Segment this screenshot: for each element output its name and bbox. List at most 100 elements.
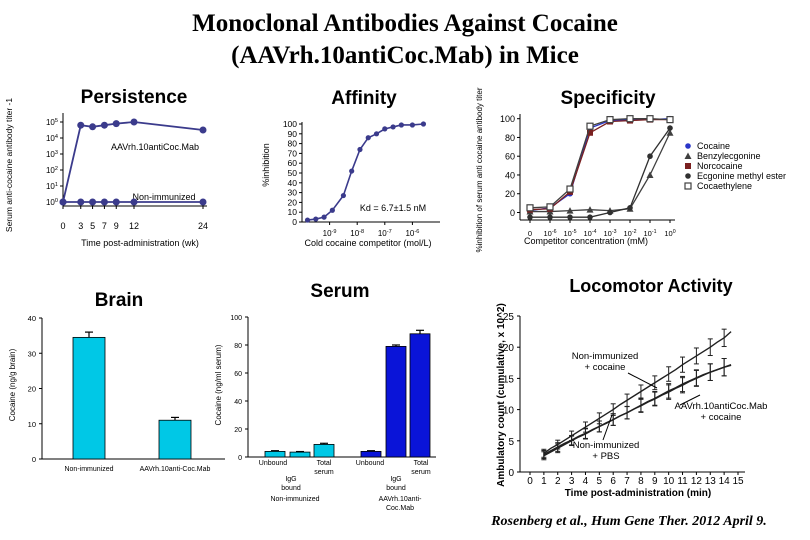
specificity-y-tick-label: 0 <box>510 208 515 218</box>
serum-bar-label: IgG bound <box>281 476 301 492</box>
specificity-point <box>647 153 653 160</box>
specificity-series-line <box>530 132 671 213</box>
specificity-x-tick-label: 10-3 <box>603 229 616 238</box>
affinity-point <box>304 217 311 223</box>
specificity-series-line <box>529 118 670 211</box>
persistence-point <box>100 121 108 129</box>
serum-y-tick-label: 20 <box>234 427 242 434</box>
locomotor-y-tick-label: 5 <box>508 437 514 448</box>
specificity-legend-marker <box>684 152 692 159</box>
specificity-series-line <box>529 118 671 212</box>
specificity-point <box>586 122 594 130</box>
affinity-y-tick-label: 60 <box>288 158 298 168</box>
persistence-title: Persistence <box>81 87 188 108</box>
specificity-point <box>646 171 654 178</box>
persistence-point <box>130 118 138 126</box>
locomotor-x-tick-label: 8 <box>638 476 644 487</box>
serum-bar-label: Unbound <box>356 460 385 467</box>
specificity-legend-entry: Cocaine <box>697 141 730 151</box>
persistence-point <box>130 198 138 206</box>
persistence-point <box>112 120 120 128</box>
locomotor-x-tick-label: 6 <box>610 476 616 487</box>
specificity-y-tick-label: 40 <box>505 170 515 180</box>
specificity-chart: %inhibition of serum anti cocaine antibo… <box>475 87 786 252</box>
brain-y-tick-label: 0 <box>32 455 36 464</box>
locomotor-y-tick-label: 25 <box>503 312 515 323</box>
serum-bar-label: IgG bound <box>386 476 406 492</box>
affinity-y-tick-label: 20 <box>288 197 298 207</box>
persistence-xlabel: Time post-administration (wk) <box>81 238 199 248</box>
specificity-ylabel: %inhibition of serum anti cocaine antibo… <box>475 87 484 252</box>
persistence-y-tick-label: 101 <box>46 182 58 191</box>
specificity-y-tick-label: 100 <box>500 114 515 124</box>
persistence-y-tick-label: 103 <box>46 150 58 159</box>
specificity-y-tick-label: 60 <box>505 152 515 162</box>
serum-bar <box>385 345 407 458</box>
affinity-x-tick-label: 10-9 <box>323 229 337 238</box>
specificity-point <box>526 204 534 212</box>
serum-y-tick-label: 80 <box>234 343 242 350</box>
locomotor-annotation-nonimmunized-pbs: Non-immunized + PBS <box>573 440 640 462</box>
locomotor-series-line <box>543 364 732 457</box>
locomotor-x-tick-label: 4 <box>583 476 589 487</box>
locomotor-series-line <box>543 331 732 454</box>
serum-bar-label: Total serum <box>314 460 334 476</box>
affinity-ylabel: %inhibition <box>261 143 271 187</box>
brain-y-tick-label: 10 <box>28 420 36 429</box>
slide-title-line2: (AAVrh.10antiCoc.Mab) in Mice <box>231 42 579 69</box>
specificity-point <box>546 203 554 211</box>
persistence-series-label-antibody: AAVrh.10antiCoc.Mab <box>111 142 199 152</box>
brain-category-label: Non-immunized <box>64 466 113 473</box>
serum-bar <box>289 451 311 458</box>
serum-ylabel: Cocaine (ng/ml serum) <box>214 344 223 425</box>
locomotor-x-tick-label: 1 <box>541 476 547 487</box>
affinity-kd-annotation: Kd = 6.7±1.5 nM <box>360 203 426 213</box>
specificity-series-line <box>529 118 671 209</box>
brain-bar <box>72 336 106 460</box>
specificity-legend-marker <box>685 143 691 149</box>
persistence-point <box>112 198 120 206</box>
serum-bar <box>313 443 335 458</box>
citation: Rosenberg et al., Hum Gene Ther. 2012 Ap… <box>490 514 767 529</box>
specificity-x-tick-label: 10-6 <box>543 229 556 238</box>
specificity-point <box>587 214 593 220</box>
affinity-point <box>420 121 427 127</box>
specificity-point <box>566 185 574 193</box>
serum-bar-label: Total serum <box>411 460 431 476</box>
serum-group-label-nonimmunized: Non-immunized <box>270 496 319 503</box>
specificity-point <box>567 214 573 220</box>
affinity-x-tick-label: 10-6 <box>405 229 419 238</box>
specificity-x-tick-label: 10-1 <box>643 229 656 238</box>
locomotor-x-tick-label: 9 <box>652 476 658 487</box>
affinity-xlabel: Cold cocaine competitor (mol/L) <box>304 238 431 248</box>
locomotor-title: Locomotor Activity <box>569 276 732 296</box>
specificity-y-tick-label: 20 <box>505 189 515 199</box>
locomotor-y-tick-label: 10 <box>503 406 515 417</box>
specificity-point <box>547 214 553 220</box>
specificity-title: Specificity <box>560 88 655 109</box>
brain-y-tick-label: 30 <box>28 349 36 358</box>
specificity-x-tick-label: 10-5 <box>563 229 576 238</box>
locomotor-y-tick-label: 0 <box>508 468 514 479</box>
persistence-point <box>100 198 108 206</box>
slide-title-line1: Monoclonal Antibodies Against Cocaine <box>192 10 618 37</box>
specificity-point <box>586 206 594 213</box>
persistence-x-tick-label: 5 <box>90 221 95 231</box>
specificity-legend-marker <box>685 163 691 169</box>
specificity-legend-entry: Cocaethylene <box>697 181 752 191</box>
specificity-x-tick-label: 10-2 <box>623 229 636 238</box>
persistence-y-tick-label: 100 <box>46 198 58 207</box>
specificity-x-tick-label: 0 <box>528 229 532 238</box>
persistence-point <box>199 126 207 134</box>
brain-y-tick-label: 40 <box>28 314 36 323</box>
specificity-point <box>626 115 634 123</box>
locomotor-annotation-antibody-cocaine: AAVrh.10antiCoc.Mab + cocaine <box>675 401 768 423</box>
persistence-point <box>89 123 97 131</box>
brain-ylabel: Cocaine (ng/g brain) <box>8 348 17 421</box>
specificity-point <box>667 125 673 131</box>
affinity-x-tick-label: 10-8 <box>350 229 364 238</box>
locomotor-x-tick-label: 10 <box>663 476 675 487</box>
affinity-y-tick-label: 70 <box>288 148 298 158</box>
affinity-y-tick-label: 90 <box>288 129 298 139</box>
